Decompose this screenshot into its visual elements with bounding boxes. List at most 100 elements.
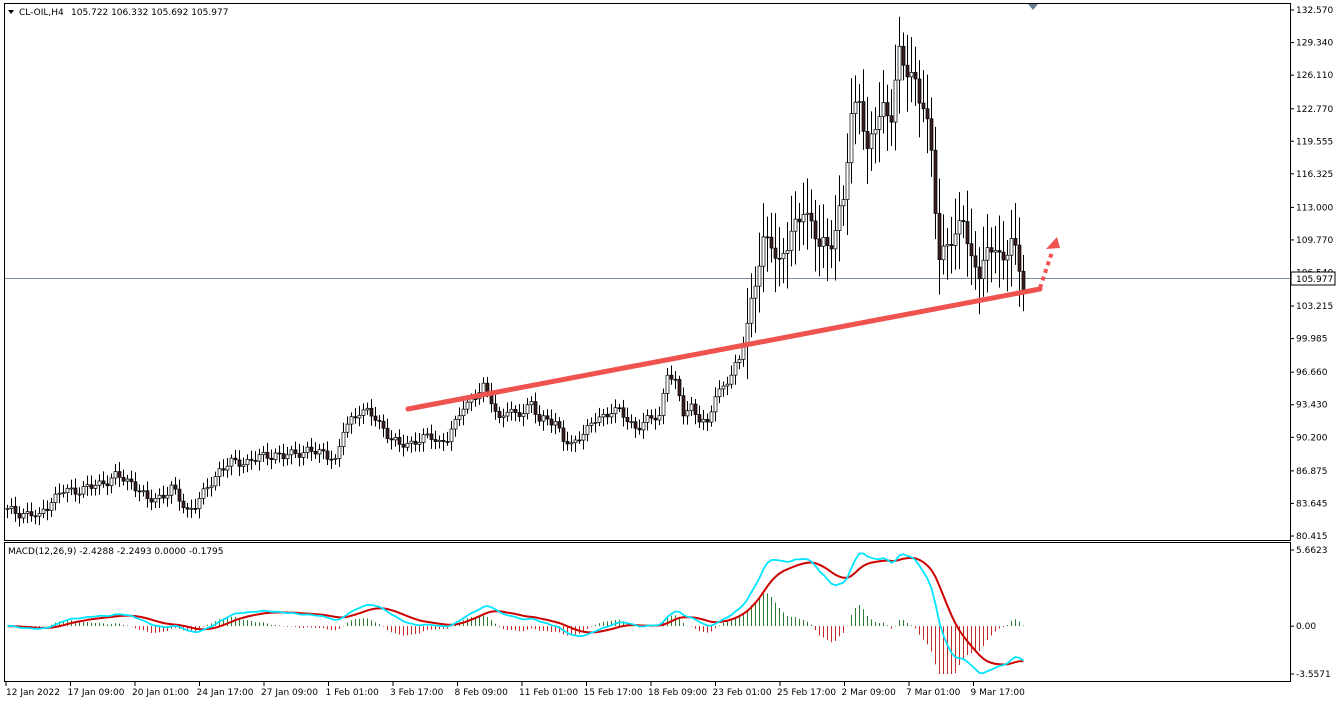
- price-tick-label: 80.415: [1296, 532, 1328, 542]
- candle: [713, 387, 718, 422]
- time-tick-label: 1 Feb 01:00: [326, 688, 380, 698]
- candle: [281, 443, 286, 467]
- candle: [145, 481, 150, 508]
- candle: [241, 457, 246, 474]
- candle: [841, 185, 846, 226]
- candle: [621, 399, 626, 427]
- candle: [369, 399, 374, 426]
- candle: [965, 190, 970, 277]
- candles: [5, 16, 1026, 527]
- time-tick-label: 3 Feb 17:00: [390, 688, 444, 698]
- candle: [449, 420, 454, 451]
- candle: [981, 226, 986, 297]
- candle: [493, 395, 498, 420]
- candle: [817, 204, 822, 277]
- candle: [781, 238, 786, 284]
- candle: [333, 454, 338, 465]
- candle: [217, 461, 222, 487]
- candle: [437, 435, 442, 449]
- candle: [277, 445, 282, 463]
- candle: [505, 402, 510, 422]
- candle: [617, 403, 622, 413]
- candle: [933, 126, 938, 240]
- projection-arrow[interactable]: [1038, 237, 1060, 289]
- candle: [377, 415, 382, 430]
- candle: [893, 44, 898, 151]
- candle: [153, 493, 158, 508]
- symbol-menu-icon[interactable]: [8, 10, 14, 14]
- candle: [189, 499, 194, 518]
- current-price-box: [1290, 271, 1336, 286]
- candle: [161, 485, 166, 504]
- candle: [141, 485, 146, 497]
- candle: [389, 430, 394, 450]
- candle: [661, 388, 666, 425]
- candle: [305, 441, 310, 459]
- candle: [221, 459, 226, 477]
- candle: [237, 450, 242, 476]
- candle: [129, 470, 134, 490]
- candle: [645, 409, 650, 431]
- candle: [85, 475, 90, 496]
- candle: [445, 431, 450, 446]
- candle: [969, 208, 974, 286]
- macd-tick-label: 0.00: [1296, 622, 1316, 632]
- candle: [909, 37, 914, 103]
- candle: [829, 220, 834, 269]
- candle: [353, 408, 358, 424]
- candle: [533, 392, 538, 424]
- candle: [113, 463, 118, 485]
- candle: [361, 403, 366, 425]
- time-axis[interactable]: 12 Jan 2022 17 Jan 09:00 20 Jan 01:00 24 Ja…: [5, 682, 1025, 698]
- symbol-label: CL-OIL,H4: [19, 8, 64, 18]
- macd-axis[interactable]: 5.6623 0.00 -3.5571: [1290, 546, 1331, 680]
- candle: [205, 478, 210, 497]
- candle: [421, 428, 426, 452]
- candle: [989, 227, 994, 283]
- candle: [649, 409, 654, 425]
- macd-main-line: [7, 552, 1025, 675]
- price-tick-label: 96.660: [1296, 368, 1328, 378]
- candle: [197, 492, 202, 519]
- candle: [897, 16, 902, 114]
- price-tick-label: 126.110: [1296, 71, 1333, 81]
- macd-label: MACD(12,26,9) -2.4288 -2.2493 0.0000 -0.…: [8, 547, 224, 557]
- candle: [845, 133, 850, 236]
- candle: [705, 413, 710, 431]
- candle: [873, 107, 878, 164]
- candle: [385, 418, 390, 444]
- candle: [801, 182, 806, 246]
- candle: [517, 404, 522, 422]
- candle: [957, 191, 962, 270]
- candle: [181, 493, 186, 514]
- candle: [173, 477, 178, 495]
- candle: [889, 89, 894, 147]
- time-tick-label: 20 Jan 01:00: [132, 688, 189, 698]
- candle: [349, 412, 354, 434]
- candle: [689, 396, 694, 416]
- candle: [77, 487, 82, 504]
- candle: [869, 111, 874, 171]
- time-tick-label: 11 Feb 01:00: [519, 688, 578, 698]
- time-tick-label: 12 Jan 2022: [6, 688, 60, 698]
- candle: [441, 433, 446, 452]
- candle: [17, 506, 22, 527]
- candle: [53, 486, 58, 511]
- candle: [73, 478, 78, 502]
- shift-marker-icon[interactable]: [1028, 4, 1038, 10]
- candle: [413, 432, 418, 452]
- candle: [201, 482, 206, 505]
- candle: [757, 232, 762, 313]
- candle: [45, 500, 50, 521]
- price-tick-label: 116.325: [1296, 170, 1333, 180]
- candle: [273, 448, 278, 464]
- candle: [105, 475, 110, 495]
- time-tick-label: 2 Mar 09:00: [842, 688, 897, 698]
- candle: [633, 416, 638, 438]
- price-tick-label: 86.875: [1296, 467, 1328, 477]
- candle: [549, 409, 554, 433]
- trendline[interactable]: [405, 286, 1043, 412]
- candle: [317, 444, 322, 463]
